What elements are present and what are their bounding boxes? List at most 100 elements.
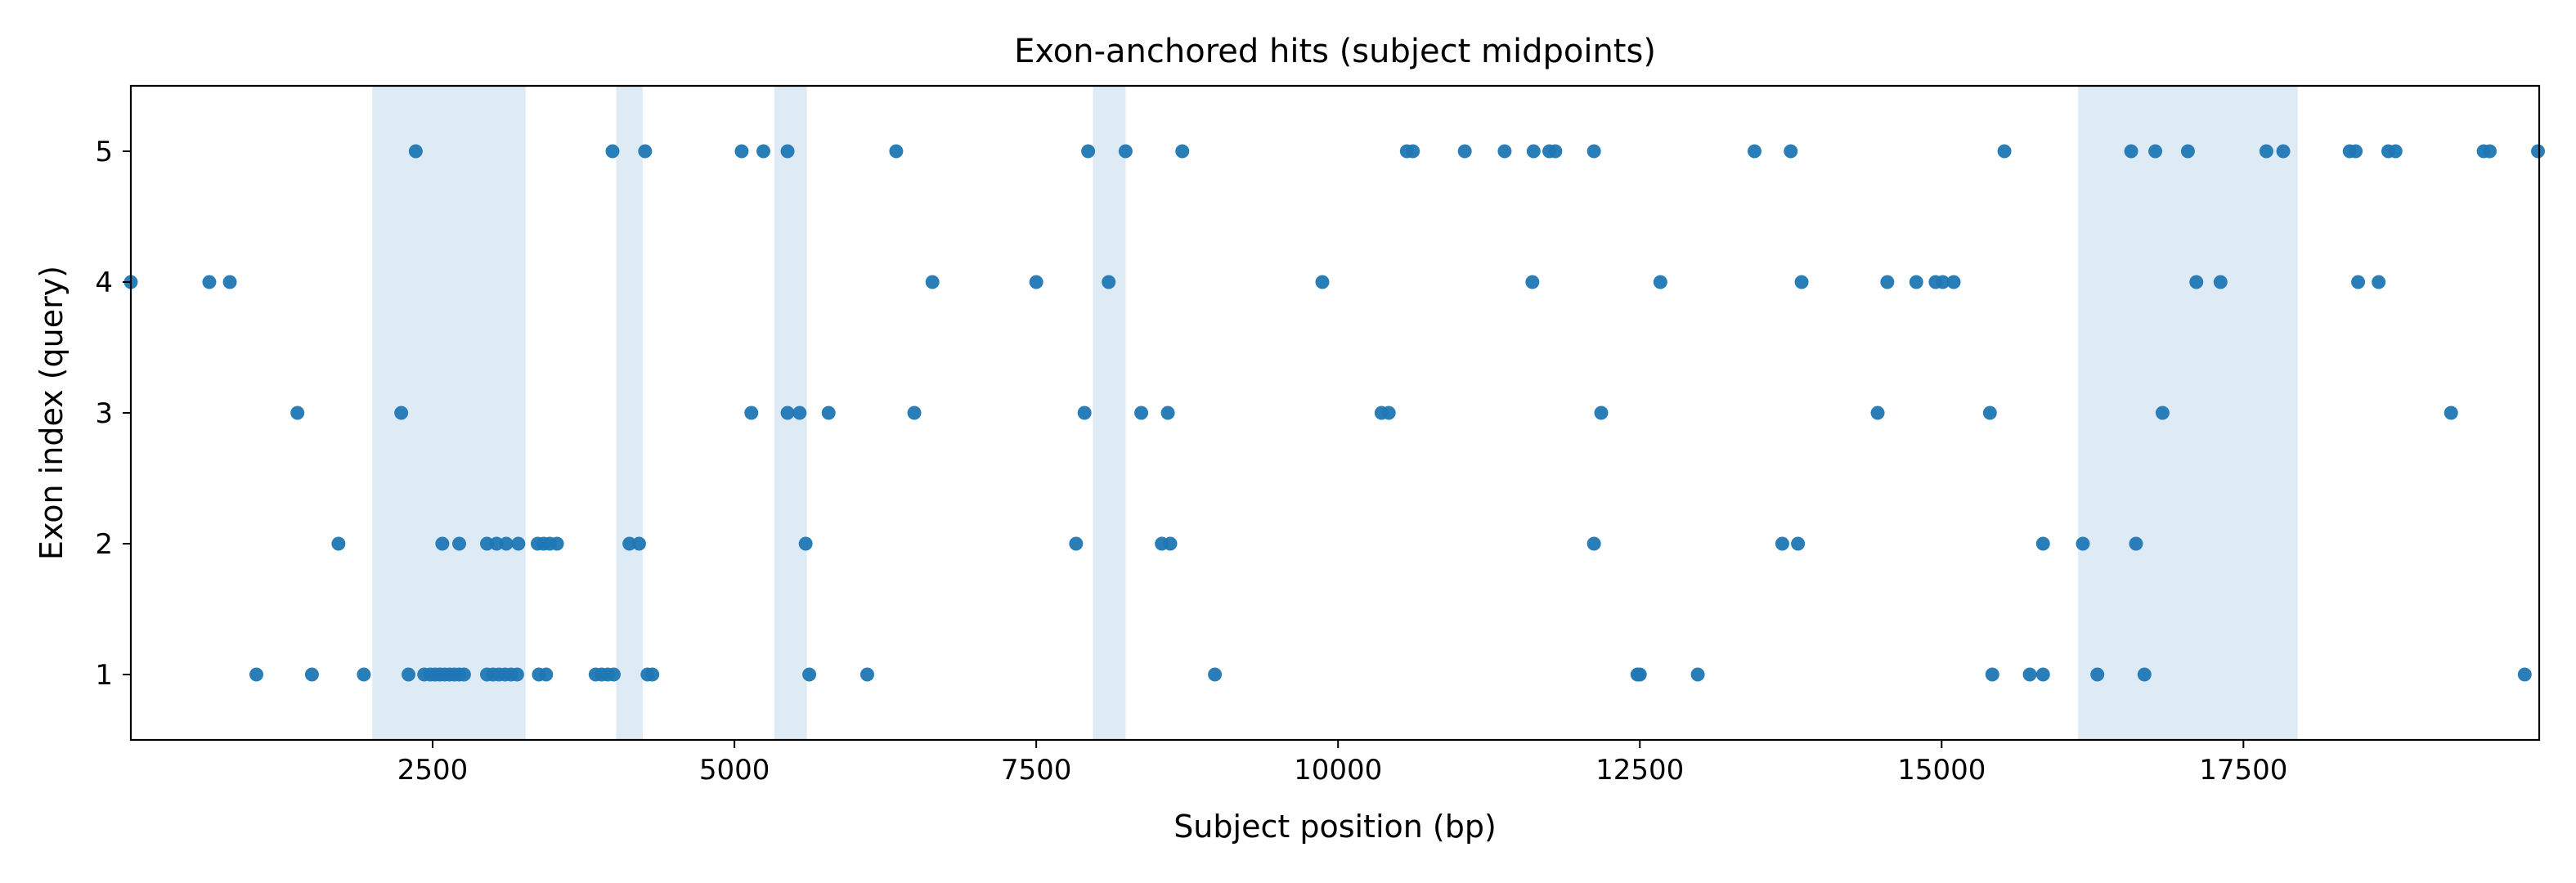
data-point (798, 536, 813, 551)
data-point (1381, 406, 1396, 420)
data-point (408, 144, 423, 159)
data-point (756, 144, 771, 159)
y-tick-label: 3 (95, 397, 113, 430)
data-point (1134, 406, 1149, 420)
data-point (2388, 144, 2403, 159)
chart-title: Exon-anchored hits (subject midpoints) (1014, 33, 1656, 70)
data-point (1069, 536, 1084, 551)
x-tick-label: 10000 (1294, 754, 1382, 787)
data-point (1791, 536, 1806, 551)
data-point (2276, 144, 2291, 159)
data-point (859, 667, 874, 682)
data-point (1653, 275, 1667, 289)
highlight-region-4 (1093, 86, 1126, 740)
x-axis-ticks: 2500 5000 7500 10000 12500 15000 17500 (397, 740, 2287, 787)
data-point (1586, 536, 1601, 551)
y-tick-label: 5 (95, 136, 113, 168)
data-point (1406, 144, 1420, 159)
data-point (1526, 144, 1541, 159)
data-point (1457, 144, 1472, 159)
data-point (1077, 406, 1092, 420)
data-point (1632, 667, 1647, 682)
data-point (452, 536, 467, 551)
data-point (1880, 275, 1895, 289)
data-point (222, 275, 237, 289)
data-point (509, 667, 524, 682)
data-point (2180, 144, 2195, 159)
data-point (907, 406, 922, 420)
data-point (744, 406, 759, 420)
data-point (622, 536, 637, 551)
data-point (2124, 144, 2138, 159)
data-point (1118, 144, 1133, 159)
data-point (1946, 275, 1961, 289)
x-tick-label: 5000 (699, 754, 770, 787)
data-point (202, 275, 217, 289)
data-point (2259, 144, 2273, 159)
data-point (780, 144, 795, 159)
data-points (123, 144, 2546, 682)
data-point (821, 406, 836, 420)
x-axis-label: Subject position (bp) (1174, 809, 1497, 845)
x-tick-label: 7500 (1001, 754, 1072, 787)
data-point (1525, 275, 1540, 289)
data-point (1909, 275, 1923, 289)
data-point (2035, 536, 2050, 551)
data-point (402, 667, 416, 682)
highlight-region-5 (2078, 86, 2298, 740)
data-point (290, 406, 305, 420)
data-point (1747, 144, 1761, 159)
data-point (1586, 144, 1601, 159)
data-point (1870, 406, 1885, 420)
data-point (2189, 275, 2204, 289)
x-tick-label: 2500 (397, 754, 469, 787)
data-point (2090, 667, 2105, 682)
data-point (1175, 144, 1190, 159)
data-point (249, 667, 264, 682)
data-point (1081, 144, 1096, 159)
highlight-regions (372, 86, 2298, 740)
data-point (2022, 667, 2037, 682)
x-tick-label: 17500 (2199, 754, 2287, 787)
highlight-region-2 (616, 86, 643, 740)
data-point (889, 144, 904, 159)
data-point (2482, 144, 2497, 159)
data-point (1985, 667, 1999, 682)
data-point (1315, 275, 1330, 289)
data-point (2517, 667, 2532, 682)
data-point (2444, 406, 2458, 420)
data-point (2148, 144, 2163, 159)
y-axis-label: Exon index (query) (34, 266, 70, 560)
data-point (802, 667, 817, 682)
data-point (1997, 144, 2012, 159)
data-point (645, 667, 660, 682)
x-tick-label: 15000 (1897, 754, 1986, 787)
data-point (1029, 275, 1043, 289)
data-point (2035, 667, 2050, 682)
data-point (1982, 406, 1997, 420)
data-point (792, 406, 807, 420)
data-point (2531, 144, 2546, 159)
data-point (2349, 144, 2363, 159)
data-point (734, 144, 749, 159)
data-point (1548, 144, 1563, 159)
data-point (1163, 536, 1178, 551)
data-point (489, 536, 504, 551)
data-point (1784, 144, 1798, 159)
data-point (394, 406, 409, 420)
y-tick-label: 2 (95, 528, 113, 561)
data-point (605, 144, 620, 159)
data-point (2372, 275, 2386, 289)
data-point (2137, 667, 2152, 682)
data-point (606, 667, 621, 682)
data-point (479, 536, 494, 551)
data-point (304, 667, 319, 682)
data-point (780, 406, 795, 420)
data-point (2213, 275, 2228, 289)
data-point (1208, 667, 1223, 682)
data-point (2155, 406, 2170, 420)
data-point (2129, 536, 2143, 551)
x-tick-label: 12500 (1595, 754, 1684, 787)
y-tick-label: 1 (95, 659, 113, 692)
data-point (1775, 536, 1789, 551)
